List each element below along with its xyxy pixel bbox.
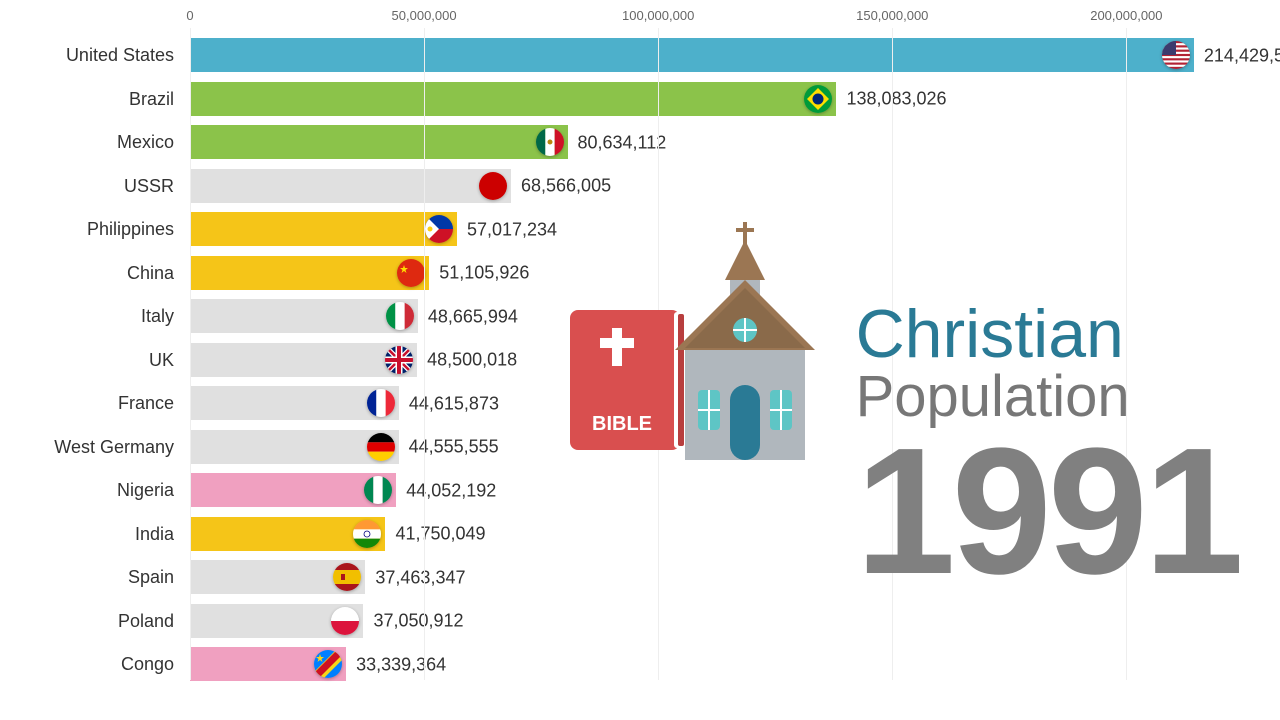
bar-label: Mexico bbox=[0, 132, 182, 153]
bar-value: 214,429,533 bbox=[1204, 45, 1280, 66]
bar bbox=[190, 560, 365, 594]
title-block: Christian Population 1991 bbox=[856, 300, 1240, 597]
flag-icon bbox=[314, 650, 342, 678]
flag-icon bbox=[425, 215, 453, 243]
flag-icon bbox=[536, 128, 564, 156]
axis-tick-label: 0 bbox=[186, 8, 193, 23]
gridline bbox=[424, 28, 425, 680]
bar bbox=[190, 647, 346, 681]
bar-value: 37,463,347 bbox=[375, 567, 465, 588]
bible-label: BIBLE bbox=[592, 413, 652, 435]
bar-label: Brazil bbox=[0, 89, 182, 110]
flag-icon bbox=[479, 172, 507, 200]
bar-value: 41,750,049 bbox=[395, 524, 485, 545]
gridline bbox=[190, 28, 191, 680]
bar-row: Congo 33,339,364 bbox=[0, 643, 1280, 687]
bar-label: Congo bbox=[0, 654, 182, 675]
bar bbox=[190, 125, 568, 159]
bar bbox=[190, 212, 457, 246]
bar-row: United States 214,429,533 bbox=[0, 34, 1280, 78]
flag-icon bbox=[364, 476, 392, 504]
bar-label: Nigeria bbox=[0, 480, 182, 501]
bar-value: 44,052,192 bbox=[406, 480, 496, 501]
bar-row: Mexico 80,634,112 bbox=[0, 121, 1280, 165]
bar-value: 48,665,994 bbox=[428, 306, 518, 327]
bar-label: Poland bbox=[0, 611, 182, 632]
flag-icon bbox=[367, 433, 395, 461]
bar-label: Italy bbox=[0, 306, 182, 327]
axis-tick-label: 50,000,000 bbox=[392, 8, 457, 23]
flag-icon bbox=[385, 346, 413, 374]
bar bbox=[190, 386, 399, 420]
bar bbox=[190, 604, 363, 638]
bar-label: Spain bbox=[0, 567, 182, 588]
flag-icon bbox=[386, 302, 414, 330]
bar bbox=[190, 299, 418, 333]
bar bbox=[190, 343, 417, 377]
bar-row: USSR 68,566,005 bbox=[0, 165, 1280, 209]
year-label: 1991 bbox=[856, 426, 1240, 597]
flag-icon bbox=[331, 607, 359, 635]
bar bbox=[190, 517, 385, 551]
bar bbox=[190, 169, 511, 203]
bar-label: UK bbox=[0, 350, 182, 371]
bar-value: 138,083,026 bbox=[846, 89, 946, 110]
bar-value: 44,615,873 bbox=[409, 393, 499, 414]
axis-tick-label: 100,000,000 bbox=[622, 8, 694, 23]
flag-icon bbox=[333, 563, 361, 591]
bar-value: 37,050,912 bbox=[373, 611, 463, 632]
bar-row: Brazil 138,083,026 bbox=[0, 78, 1280, 122]
flag-icon bbox=[804, 85, 832, 113]
bar-label: India bbox=[0, 524, 182, 545]
bar bbox=[190, 256, 429, 290]
illustration: BIBLE bbox=[560, 220, 840, 480]
bar-value: 51,105,926 bbox=[439, 263, 529, 284]
bar-label: France bbox=[0, 393, 182, 414]
bar bbox=[190, 82, 836, 116]
bar-value: 68,566,005 bbox=[521, 176, 611, 197]
axis-tick-label: 200,000,000 bbox=[1090, 8, 1162, 23]
bar-label: Philippines bbox=[0, 219, 182, 240]
flag-icon bbox=[367, 389, 395, 417]
flag-icon bbox=[1162, 41, 1190, 69]
bar-value: 33,339,364 bbox=[356, 654, 446, 675]
bar-value: 44,555,555 bbox=[409, 437, 499, 458]
bar-label: China bbox=[0, 263, 182, 284]
flag-icon bbox=[397, 259, 425, 287]
bar-value: 80,634,112 bbox=[578, 132, 667, 153]
bar bbox=[190, 473, 396, 507]
axis-labels: 050,000,000100,000,000150,000,000200,000… bbox=[190, 8, 1240, 28]
title-line1: Christian bbox=[856, 300, 1240, 368]
bar bbox=[190, 430, 399, 464]
bar-value: 57,017,234 bbox=[467, 219, 557, 240]
flag-icon bbox=[353, 520, 381, 548]
bar bbox=[190, 38, 1194, 72]
bar-label: United States bbox=[0, 45, 182, 66]
bar-label: West Germany bbox=[0, 437, 182, 458]
bar-label: USSR bbox=[0, 176, 182, 197]
bar-value: 48,500,018 bbox=[427, 350, 517, 371]
axis-tick-label: 150,000,000 bbox=[856, 8, 928, 23]
